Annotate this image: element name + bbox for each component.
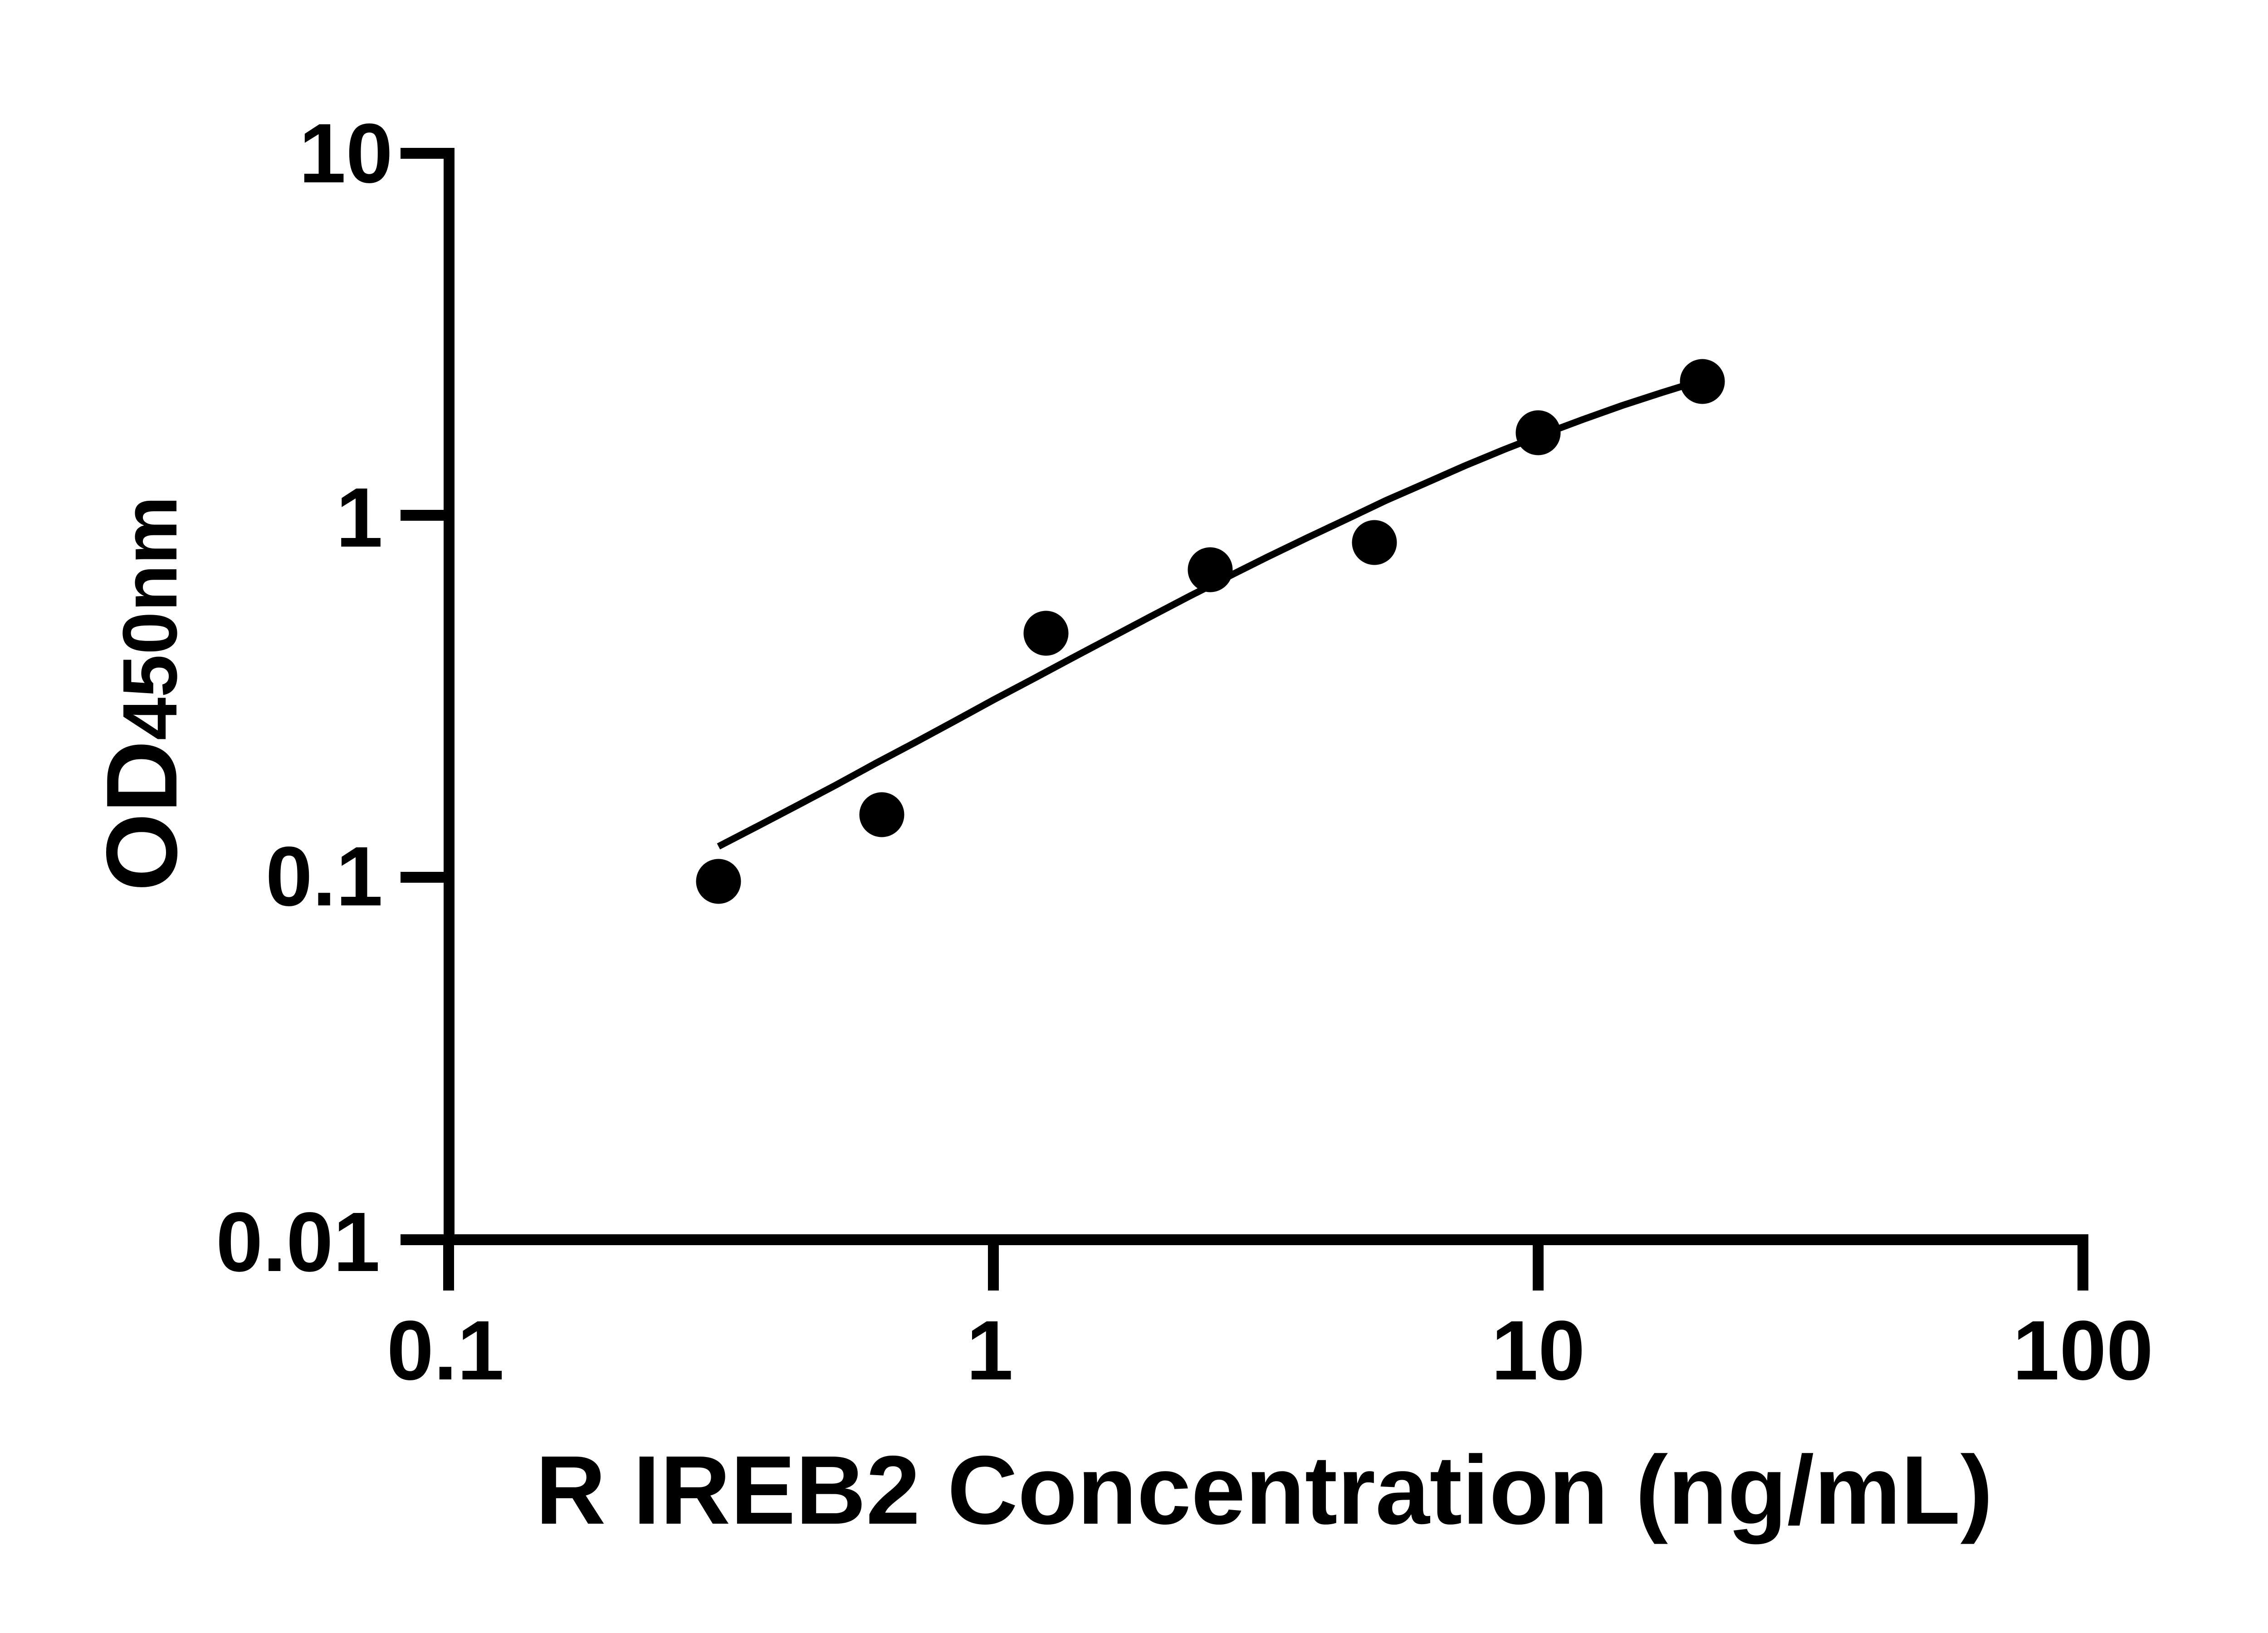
svg-text:1: 1 <box>966 1304 1013 1398</box>
svg-text:1: 1 <box>336 471 383 565</box>
svg-text:R IREB2 Concentration (ng/mL): R IREB2 Concentration (ng/mL) <box>535 1435 1993 1545</box>
svg-text:100: 100 <box>2013 1304 2153 1398</box>
svg-text:0.01: 0.01 <box>216 1195 380 1289</box>
svg-text:0.1: 0.1 <box>387 1304 504 1398</box>
svg-text:10: 10 <box>299 107 393 200</box>
svg-text:OD450nm: OD450nm <box>86 496 198 891</box>
svg-text:0.1: 0.1 <box>265 830 383 924</box>
svg-text:10: 10 <box>1491 1304 1585 1398</box>
